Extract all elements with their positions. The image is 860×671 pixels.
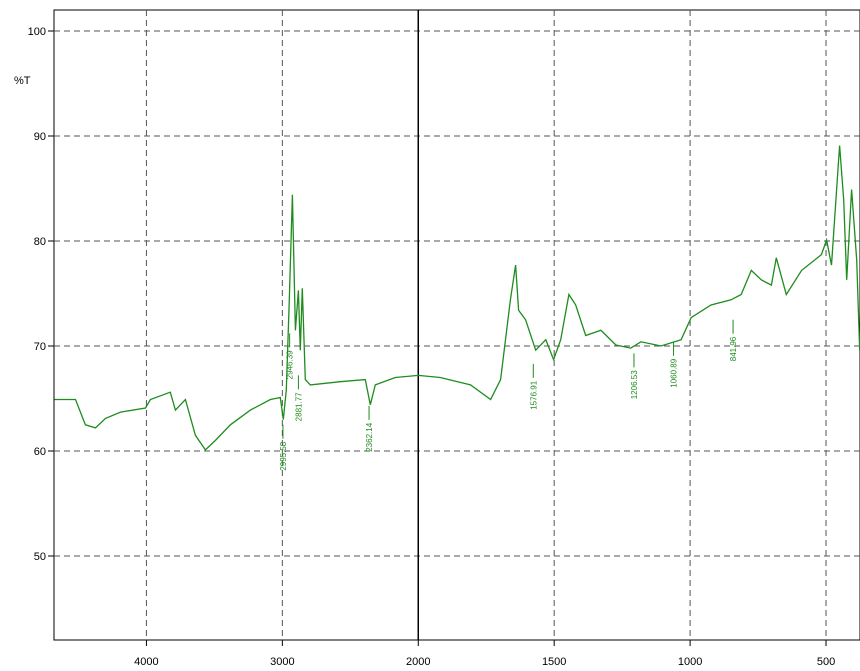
peak-label: 1206.53 xyxy=(630,370,639,399)
x-tick-label: 2000 xyxy=(406,656,430,668)
y-tick-label: 90 xyxy=(34,131,46,143)
plot-frame xyxy=(53,9,860,641)
y-tick-label: 60 xyxy=(34,446,46,458)
peak-label: 1060.89 xyxy=(670,358,679,387)
x-tick-label: 4000 xyxy=(134,656,158,668)
peak-label: 2946.39 xyxy=(286,350,295,379)
peak-label: 1576.91 xyxy=(529,380,538,409)
peak-label: 2995.58 xyxy=(279,441,288,470)
y-tick-label: 70 xyxy=(34,341,46,353)
peak-label: 841.96 xyxy=(729,336,738,361)
y-tick-label: 80 xyxy=(34,236,46,248)
y-axis-label: %T xyxy=(14,75,31,87)
x-tick-label: 500 xyxy=(817,656,835,668)
y-tick-label: 100 xyxy=(28,26,46,38)
x-tick-label: 1500 xyxy=(542,656,566,668)
y-tick-label: 50 xyxy=(34,551,46,563)
x-tick-label: 3000 xyxy=(270,656,294,668)
spectrum-line xyxy=(54,145,860,451)
peak-label: 2881.77 xyxy=(294,392,303,421)
peak-label: 2362.14 xyxy=(365,422,374,451)
x-tick-label: 1000 xyxy=(678,656,702,668)
